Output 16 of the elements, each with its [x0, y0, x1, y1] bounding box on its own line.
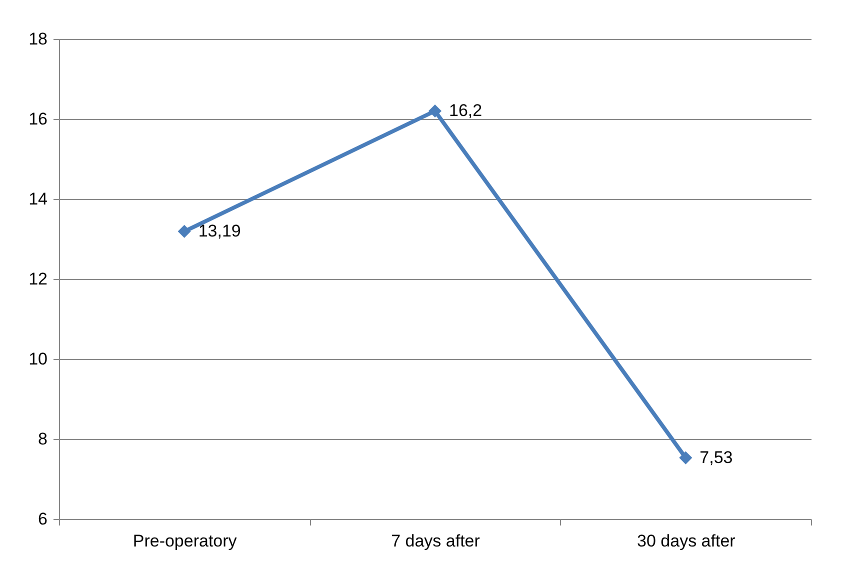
data-label: 13,19 — [198, 221, 241, 240]
y-tick-label: 8 — [38, 430, 48, 448]
point — [428, 104, 442, 118]
data-label: 16,2 — [449, 101, 482, 120]
y-tick-label: 10 — [28, 350, 48, 368]
point — [178, 224, 191, 238]
y-tick-label: 18 — [28, 30, 48, 48]
y-tick-label: 14 — [28, 190, 48, 208]
y-tick-label: 6 — [38, 510, 48, 528]
x-tick-label: 30 days after — [637, 532, 736, 550]
data-label: 7,53 — [700, 448, 733, 467]
x-tick-label: 7 days after — [391, 532, 480, 550]
x-tick-label: Pre-operatory — [132, 532, 238, 550]
y-tick-label: 16 — [28, 110, 48, 128]
y-tick-label: 12 — [28, 270, 48, 288]
point — [679, 451, 692, 464]
